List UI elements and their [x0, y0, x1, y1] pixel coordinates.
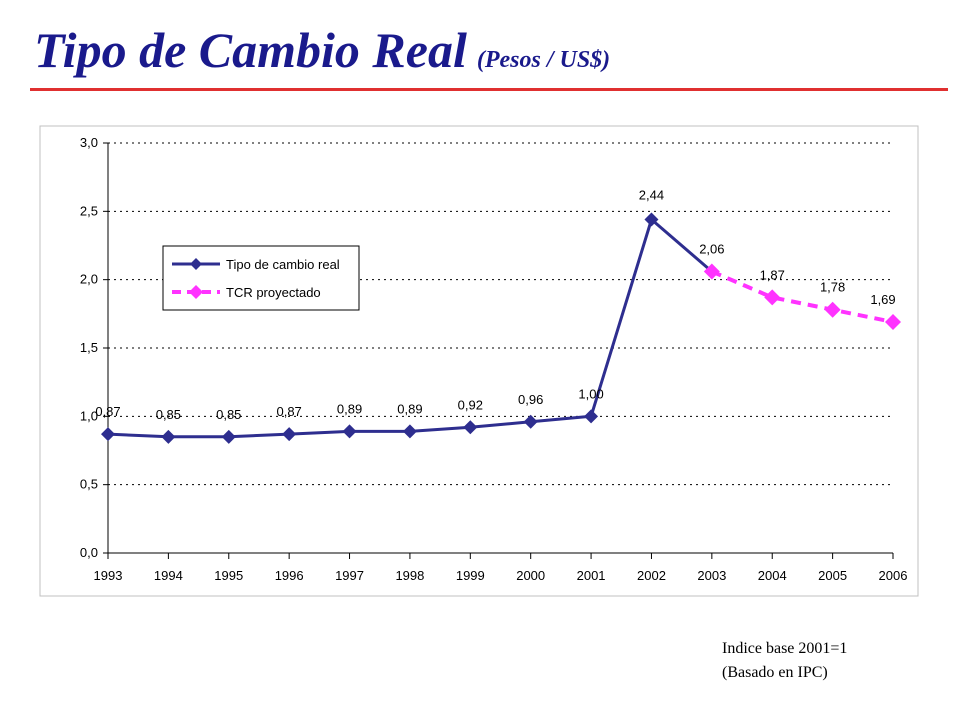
- x-tick-label: 1999: [456, 568, 485, 583]
- data-point-0-5: [402, 424, 417, 439]
- note-index-base: Indice base 2001=1: [722, 640, 848, 657]
- data-label: 0,87: [95, 404, 120, 419]
- y-tick-label: 2,0: [80, 272, 98, 287]
- x-tick-label: 1997: [335, 568, 364, 583]
- y-tick-label: 3,0: [80, 135, 98, 150]
- data-point-1-11: [764, 289, 781, 306]
- data-point-0-3: [282, 427, 297, 442]
- slide-title: Tipo de Cambio Real (Pesos / US$): [34, 22, 610, 88]
- data-label: 0,96: [518, 392, 543, 407]
- y-tick-label: 2,5: [80, 203, 98, 218]
- y-tick-label: 1,0: [80, 408, 98, 423]
- data-point-1-12: [824, 301, 841, 318]
- data-label: 0,85: [156, 407, 181, 422]
- data-label: 0,92: [458, 397, 483, 412]
- x-tick-label: 2001: [577, 568, 606, 583]
- data-label: 0,85: [216, 407, 241, 422]
- legend-label-0: Tipo de cambio real: [226, 257, 340, 272]
- y-tick-label: 0,5: [80, 477, 98, 492]
- data-point-0-8: [584, 409, 599, 424]
- data-label: 1,87: [760, 267, 785, 282]
- slide-title-text: Tipo de Cambio Real: [34, 22, 467, 78]
- grid-lines: [108, 142, 893, 486]
- data-labels: 0,87 0,85 0,85 0,87 0,89 0,89 0,92 0,96 1,00 2,44…: [95, 188, 895, 422]
- x-tick-label: 1996: [275, 568, 304, 583]
- data-label: 0,89: [397, 401, 422, 416]
- note-basis: (Basado en IPC): [722, 664, 828, 681]
- data-label: 0,89: [337, 401, 362, 416]
- x-tick-label: 1995: [214, 568, 243, 583]
- data-point-0-0: [101, 427, 115, 442]
- data-label: 2,06: [699, 241, 724, 256]
- x-tick-label: 2004: [758, 568, 787, 583]
- x-tick-label: 2000: [516, 568, 545, 583]
- x-tick-label: 2005: [818, 568, 847, 583]
- data-point-0-7: [523, 414, 538, 429]
- legend-label-1: TCR proyectado: [226, 285, 321, 300]
- data-label: 1,00: [578, 386, 603, 401]
- x-tick-label: 1998: [395, 568, 424, 583]
- slide-subtitle: (Pesos / US$): [476, 47, 611, 73]
- y-tick-label: 0,0: [80, 545, 98, 560]
- y-tick-label: 1,5: [80, 340, 98, 355]
- legend-box: [162, 245, 360, 311]
- series: [101, 212, 901, 444]
- legend: Tipo de cambio real TCR proyectado: [162, 245, 360, 311]
- data-point-0-6: [463, 420, 478, 435]
- x-tick-label: 1993: [94, 568, 123, 583]
- data-label: 2,44: [639, 188, 664, 203]
- legend-marker-1: [189, 285, 203, 299]
- x-tick-label: 2002: [637, 568, 666, 583]
- data-point-0-9: [644, 212, 659, 227]
- data-label: 1,78: [820, 280, 845, 295]
- data-label: 1,69: [870, 292, 895, 307]
- x-tick-label: 1994: [154, 568, 183, 583]
- x-tick-label: 2006: [879, 568, 908, 583]
- legend-marker-0: [190, 258, 202, 270]
- data-point-0-2: [221, 429, 236, 444]
- data-point-1-13: [885, 314, 901, 331]
- data-point-0-4: [342, 424, 357, 439]
- axes: 0,0 0,5 1,0 1,5 2,0 2,5 3,0 1993 1994 1995 1996 199…: [80, 135, 908, 583]
- data-label: 0,87: [276, 404, 301, 419]
- data-point-1-10: [703, 263, 720, 280]
- x-tick-label: 2003: [697, 568, 726, 583]
- series-line-1: [711, 269, 894, 324]
- data-point-0-1: [161, 429, 176, 444]
- title-divider: [30, 88, 948, 91]
- chart-frame: [39, 125, 919, 597]
